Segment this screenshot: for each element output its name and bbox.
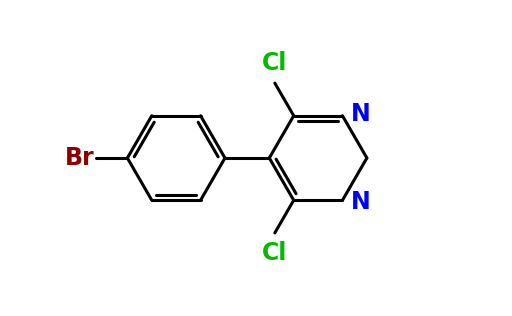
- Text: Cl: Cl: [262, 51, 288, 75]
- Text: Br: Br: [65, 146, 94, 170]
- Text: N: N: [350, 191, 370, 215]
- Text: Cl: Cl: [262, 241, 288, 265]
- Text: N: N: [350, 101, 370, 125]
